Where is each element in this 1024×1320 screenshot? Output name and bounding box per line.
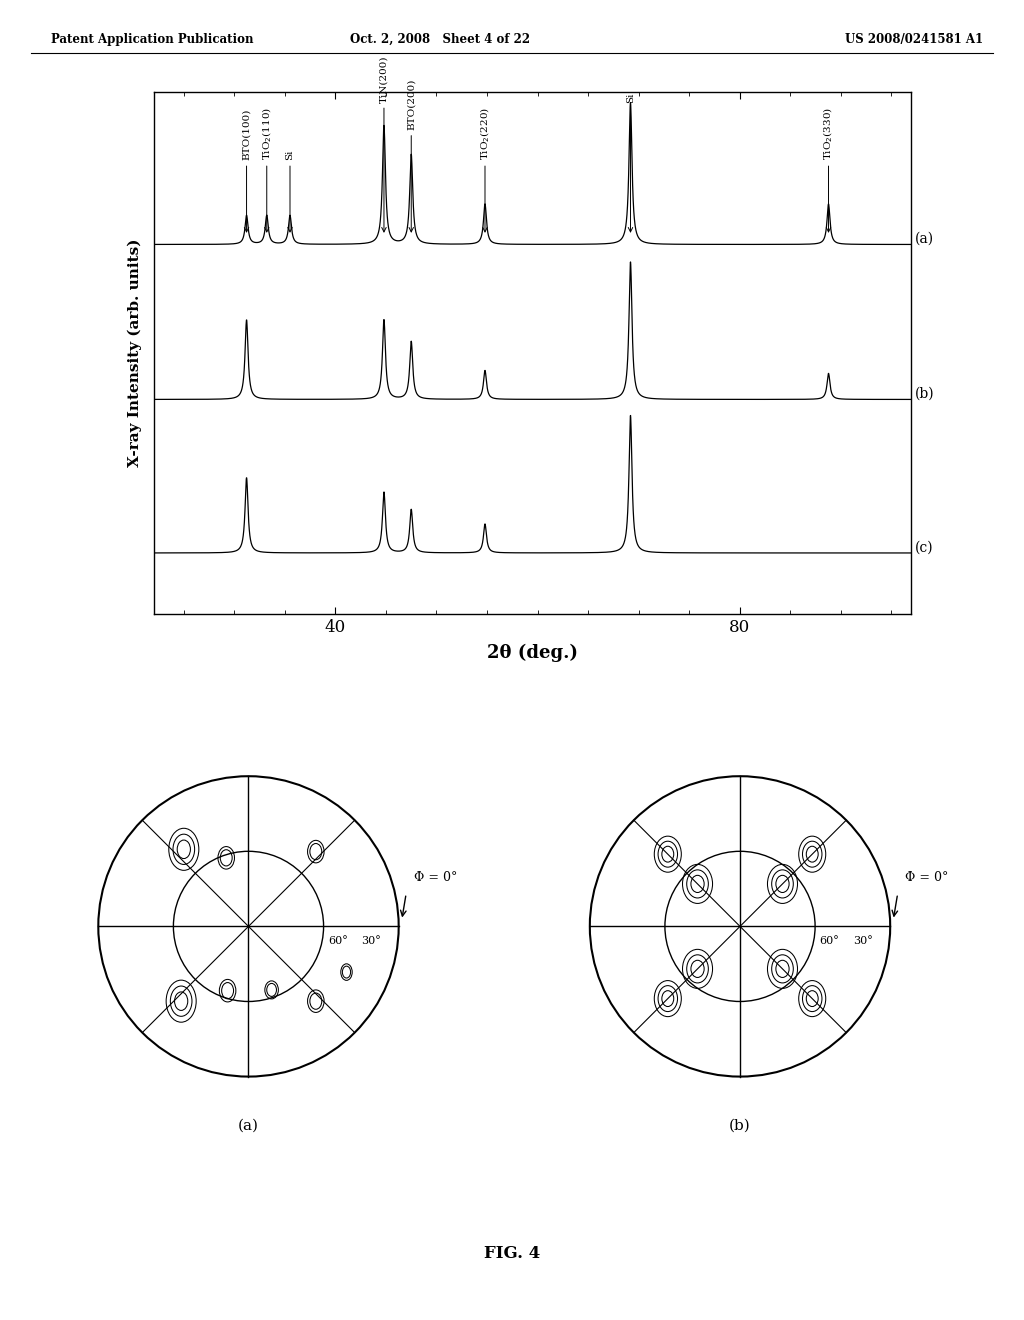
- Text: 60°: 60°: [328, 936, 348, 946]
- Text: (b): (b): [914, 387, 934, 401]
- Text: TiO$_2$(110): TiO$_2$(110): [260, 107, 273, 232]
- Text: Patent Application Publication: Patent Application Publication: [51, 33, 254, 46]
- Text: Oct. 2, 2008   Sheet 4 of 22: Oct. 2, 2008 Sheet 4 of 22: [350, 33, 530, 46]
- Text: TiN(200): TiN(200): [380, 55, 388, 232]
- Text: Si: Si: [286, 150, 295, 232]
- Text: TiO$_2$(330): TiO$_2$(330): [821, 107, 836, 232]
- Y-axis label: X-ray Intensity (arb. units): X-ray Intensity (arb. units): [128, 239, 142, 467]
- Text: (c): (c): [914, 540, 933, 554]
- Text: 60°: 60°: [819, 936, 840, 946]
- Text: 30°: 30°: [853, 936, 872, 946]
- Text: US 2008/0241581 A1: US 2008/0241581 A1: [845, 33, 983, 46]
- Text: (a): (a): [914, 232, 934, 246]
- X-axis label: 2θ (deg.): 2θ (deg.): [487, 644, 578, 663]
- Text: BTO(200): BTO(200): [407, 79, 416, 232]
- Text: (b): (b): [729, 1118, 751, 1133]
- Text: TiO$_2$(220): TiO$_2$(220): [478, 107, 492, 232]
- Text: Φ = 0°: Φ = 0°: [414, 871, 457, 884]
- Text: (a): (a): [238, 1118, 259, 1133]
- Text: Si: Si: [626, 92, 635, 232]
- Text: BTO(100): BTO(100): [242, 110, 251, 232]
- Text: 30°: 30°: [361, 936, 381, 946]
- Text: FIG. 4: FIG. 4: [484, 1245, 540, 1262]
- Text: Φ = 0°: Φ = 0°: [905, 871, 948, 884]
